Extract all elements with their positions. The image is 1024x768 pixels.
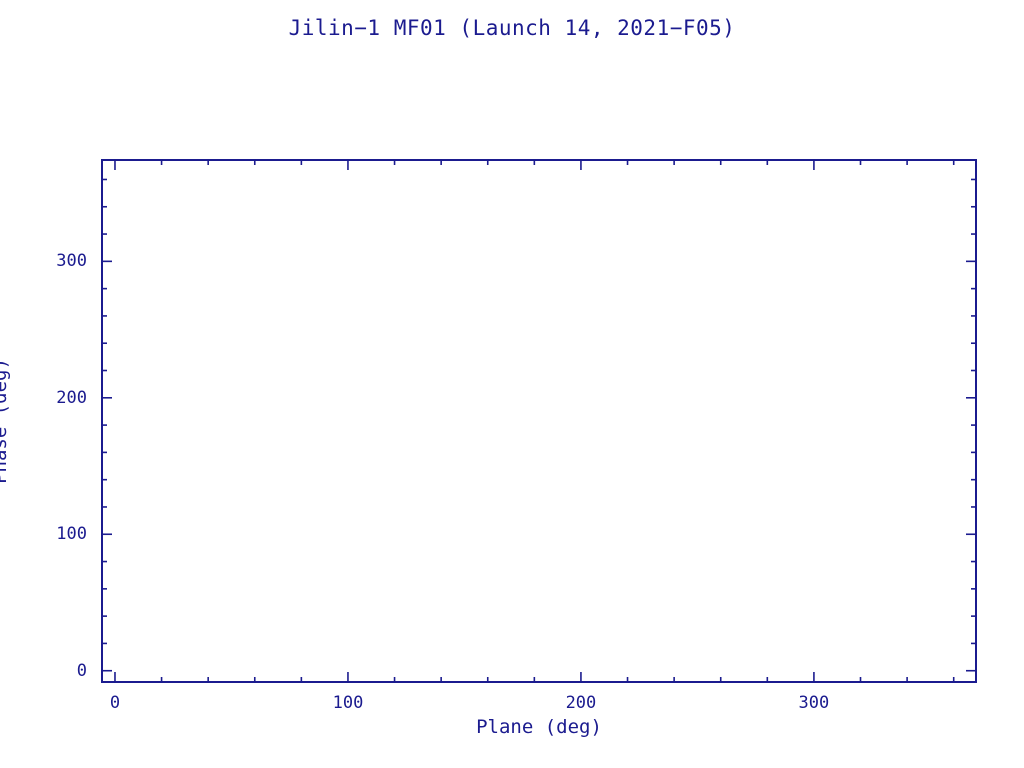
plot-area xyxy=(101,159,977,683)
y-tick-label: 100 xyxy=(56,524,87,545)
page-title: Jilin−1 MF01 (Launch 14, 2021−F05) xyxy=(288,16,736,40)
plot-frame-svg xyxy=(101,159,977,683)
x-tick-label: 0 xyxy=(109,693,121,713)
x-tick-label: 200 xyxy=(565,693,597,713)
x-axis-label: Plane (deg) xyxy=(476,716,602,738)
y-tick-label: 0 xyxy=(76,660,87,681)
y-tick-label: 200 xyxy=(56,387,87,408)
x-tick-label: 100 xyxy=(332,693,364,713)
y-tick-label: 300 xyxy=(56,251,87,272)
y-axis-label: Phase (deg) xyxy=(0,358,11,484)
axes-border xyxy=(101,159,977,683)
x-tick-label: 300 xyxy=(798,693,830,713)
axes-frame xyxy=(101,159,977,683)
axis-ticks xyxy=(101,159,977,683)
